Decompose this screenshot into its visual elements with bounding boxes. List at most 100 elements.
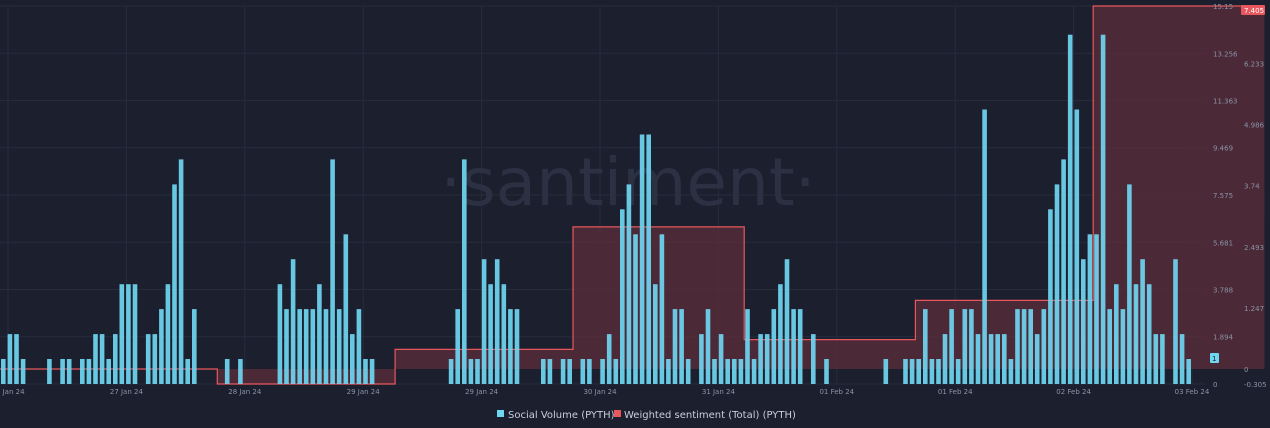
social-volume-bar [587, 359, 592, 384]
social-volume-bar [797, 309, 803, 384]
legend-label-social-volume[interactable]: Social Volume (PYTH) [508, 410, 615, 421]
social-volume-bar [1067, 34, 1073, 384]
social-volume-bar [725, 359, 730, 384]
social-volume-bar [988, 334, 994, 384]
social-volume-bar [317, 284, 322, 384]
y-left-tick-label: 9.469 [1213, 145, 1233, 153]
y-left-tick-label: 13.256 [1213, 50, 1238, 58]
social-volume-bar [1087, 234, 1093, 384]
social-volume-bar [1179, 334, 1185, 384]
social-volume-bar [764, 334, 770, 384]
social-volume-bar [475, 359, 480, 384]
social-volume-bar [132, 284, 138, 384]
social-volume-bar [448, 359, 454, 384]
social-volume-bar [1173, 259, 1178, 384]
social-volume-bar [1160, 334, 1165, 384]
social-volume-bar [1081, 259, 1086, 384]
social-volume-bar [93, 334, 98, 384]
social-volume-bar [962, 309, 968, 384]
social-volume-bar [560, 359, 566, 384]
legend-label-weighted-sentiment[interactable]: Weighted sentiment (Total) (PYTH) [624, 410, 796, 421]
social-volume-bar [942, 334, 948, 384]
social-volume-bar [178, 159, 184, 384]
social-volume-bar [916, 359, 921, 384]
social-volume-bar [303, 309, 309, 384]
social-volume-bar [995, 334, 1000, 384]
social-volume-bar [659, 234, 665, 384]
social-volume-bar [751, 359, 757, 384]
x-tick-label: 03 Feb 24 [1175, 388, 1210, 396]
legend-swatch-social-volume [497, 410, 504, 417]
social-volume-bar [620, 209, 625, 384]
social-volume-bar [949, 309, 954, 384]
social-volume-bar [547, 359, 553, 384]
x-tick-label: 31 Jan 24 [702, 388, 736, 396]
social-volume-bar [1008, 359, 1014, 384]
y-right-axis-ticks: 6.233 4.986 3.74 2.493 1.247 0 -0.305 [1244, 61, 1267, 390]
right-axis-current-badge [1241, 5, 1265, 15]
social-volume-bar [310, 309, 316, 384]
x-tick-label: 27 Jan 24 [110, 388, 144, 396]
social-volume-bar [145, 334, 151, 384]
social-volume-bar [1100, 34, 1106, 384]
social-volume-bar [455, 309, 460, 384]
x-tick-label: 26 Jan 24 [0, 388, 25, 396]
y-right-tick-label: -0.305 [1244, 381, 1267, 389]
social-volume-bar [330, 159, 335, 384]
social-volume-bar [541, 359, 546, 384]
social-volume-bar [613, 359, 619, 384]
social-volume-bar [606, 334, 612, 384]
social-volume-bar [350, 334, 355, 384]
social-volume-bar [343, 234, 349, 384]
social-volume-bar [1048, 209, 1053, 384]
social-volume-bar [66, 359, 72, 384]
social-volume-bar [824, 359, 829, 384]
social-volume-bar [514, 309, 520, 384]
social-volume-bar [119, 284, 125, 384]
social-volume-bar [172, 184, 177, 384]
social-volume-bar [1133, 284, 1139, 384]
y-left-tick-label: 3.788 [1213, 287, 1233, 295]
social-volume-bar [600, 359, 605, 384]
social-volume-bar [626, 184, 632, 384]
y-left-tick-label: 1.894 [1213, 334, 1234, 342]
social-volume-bar [99, 334, 105, 384]
x-tick-label: 29 Jan 24 [347, 388, 381, 396]
social-volume-bar [567, 359, 572, 384]
social-volume-bar [718, 334, 724, 384]
social-volume-bar [955, 359, 961, 384]
social-volume-bar [929, 359, 935, 384]
y-right-tick-label: 3.74 [1244, 183, 1260, 191]
social-volume-bar [501, 284, 507, 384]
social-volume-bar [1094, 234, 1099, 384]
social-volume-series [1, 34, 1191, 384]
social-volume-bar [1127, 184, 1132, 384]
social-volume-bar [1034, 334, 1040, 384]
social-volume-bar [1120, 309, 1126, 384]
y-left-tick-label: 5.681 [1213, 239, 1233, 247]
social-volume-bar [685, 359, 691, 384]
social-volume-bar [903, 359, 908, 384]
social-volume-bar [126, 284, 131, 384]
y-right-tick-label: 1.247 [1244, 305, 1264, 313]
social-volume-bar [712, 359, 717, 384]
social-volume-bar [192, 309, 197, 384]
right-axis-current-value: 7.405 [1244, 7, 1264, 15]
social-volume-bar [1107, 309, 1112, 384]
legend-swatch-weighted-sentiment [614, 410, 621, 417]
social-volume-bar [1028, 309, 1033, 384]
social-volume-bar [165, 284, 171, 384]
social-volume-bar [1061, 159, 1066, 384]
y-left-tick-label: 15.15 [1213, 3, 1233, 11]
social-volume-bar [936, 359, 941, 384]
left-axis-current-badge [1210, 353, 1219, 364]
social-volume-bar [1140, 259, 1145, 384]
y-right-tick-label: 4.986 [1244, 122, 1265, 130]
social-volume-bar [508, 309, 513, 384]
social-volume-bar [80, 359, 85, 384]
y-right-tick-label: 6.233 [1244, 61, 1264, 69]
social-volume-bar [7, 334, 13, 384]
social-volume-bar [1114, 284, 1119, 384]
